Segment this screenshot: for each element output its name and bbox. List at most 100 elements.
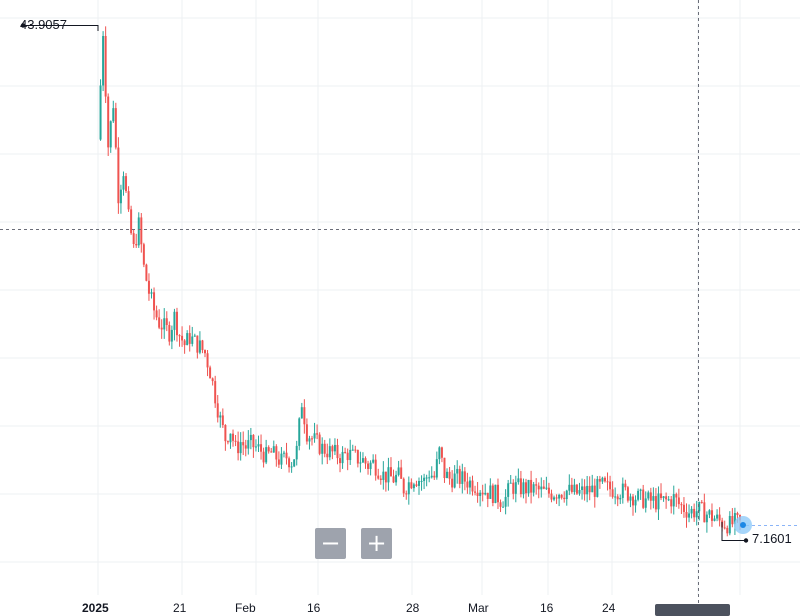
candle-body	[415, 484, 418, 486]
candle-body	[428, 477, 431, 479]
candle-body	[328, 446, 331, 458]
candle-body	[127, 191, 130, 210]
candle-body	[361, 458, 364, 463]
candle-body	[542, 486, 545, 489]
candle-body	[481, 492, 484, 495]
candle-body	[293, 459, 296, 467]
candle-body	[239, 442, 242, 454]
candle-body	[219, 415, 222, 418]
low-price-label: 7.1601	[752, 531, 792, 546]
candle-body	[402, 478, 405, 494]
candle-body	[601, 477, 604, 482]
candle-body	[206, 353, 209, 368]
low-marker-line	[721, 522, 746, 541]
candle-body	[367, 463, 370, 469]
candle-body	[377, 475, 380, 479]
candle-body	[282, 452, 285, 454]
candle-body	[433, 475, 436, 478]
candle-body	[514, 482, 517, 494]
candle-body	[407, 482, 410, 495]
candle-body	[193, 335, 196, 337]
candle-body	[226, 441, 229, 443]
candle-body	[109, 121, 112, 148]
candle-body	[125, 176, 128, 192]
candle-body	[634, 499, 637, 506]
x-axis-tick-label: 2025	[82, 601, 109, 615]
candle-body	[430, 475, 433, 478]
x-axis-tick-label: Feb	[235, 601, 256, 615]
candle-body	[99, 85, 102, 140]
candle-body	[323, 443, 326, 454]
candle-body	[119, 189, 122, 204]
candle-body	[621, 483, 624, 498]
candle-body	[550, 493, 553, 500]
candle-body	[379, 478, 382, 480]
candle-body	[662, 496, 665, 499]
candle-body	[374, 459, 377, 476]
candle-body	[688, 513, 691, 518]
candle-body	[392, 476, 395, 483]
candle-body	[502, 506, 505, 508]
candle-body	[685, 511, 688, 518]
candle-body	[336, 444, 339, 459]
candle-body	[558, 494, 561, 499]
candle-body	[114, 108, 117, 148]
candle-body	[214, 381, 217, 404]
candle-body	[568, 484, 571, 491]
candle-body	[624, 483, 627, 488]
candle-body	[389, 467, 392, 477]
candle-body	[682, 504, 685, 512]
candle-body	[474, 491, 477, 493]
candle-body	[438, 447, 441, 460]
candle-body	[718, 514, 721, 521]
candle-body	[499, 502, 502, 507]
candle-body	[305, 424, 308, 442]
candle-body	[713, 518, 716, 521]
candle-body	[660, 493, 663, 499]
candle-body	[476, 492, 479, 496]
candle-body	[652, 496, 655, 501]
candle-body	[224, 425, 227, 442]
x-axis-tick-label: 16	[540, 601, 554, 615]
candle-body	[372, 459, 375, 463]
candle-body	[247, 440, 250, 449]
candle-body	[308, 438, 311, 442]
candle-body	[629, 496, 632, 501]
candle-body	[471, 480, 474, 492]
candle-body	[484, 492, 487, 495]
candle-body	[260, 444, 263, 452]
candle-body	[535, 484, 538, 486]
candle-body	[642, 489, 645, 508]
candle-body	[382, 471, 385, 480]
candle-body	[369, 462, 372, 469]
candle-body	[644, 498, 647, 508]
candle-body	[242, 442, 245, 446]
candle-body	[537, 485, 540, 490]
zoom-out-button[interactable]: −	[315, 528, 346, 559]
candle-body	[165, 318, 168, 326]
x-axis-tick-label: 16	[307, 601, 321, 615]
candle-body	[553, 497, 556, 500]
candle-body	[547, 487, 550, 494]
high-price-label: 43.9057	[20, 17, 67, 32]
candle-body	[211, 378, 214, 382]
candle-body	[102, 35, 105, 86]
candle-body	[160, 327, 163, 330]
candle-body	[201, 340, 204, 351]
candle-body	[168, 325, 171, 342]
candle-body	[710, 510, 713, 521]
candle-body	[575, 484, 578, 494]
candle-body	[346, 452, 349, 461]
x-axis-tick-label: 24	[602, 601, 616, 615]
candle-body	[690, 508, 693, 514]
candle-body	[142, 244, 145, 265]
zoom-in-button[interactable]: +	[361, 528, 392, 559]
candle-body	[728, 516, 731, 534]
candle-body	[522, 482, 525, 495]
candle-body	[163, 318, 166, 330]
candle-body	[188, 333, 191, 344]
candle-body	[507, 483, 510, 497]
candle-body	[275, 446, 278, 460]
candle-body	[104, 35, 107, 97]
